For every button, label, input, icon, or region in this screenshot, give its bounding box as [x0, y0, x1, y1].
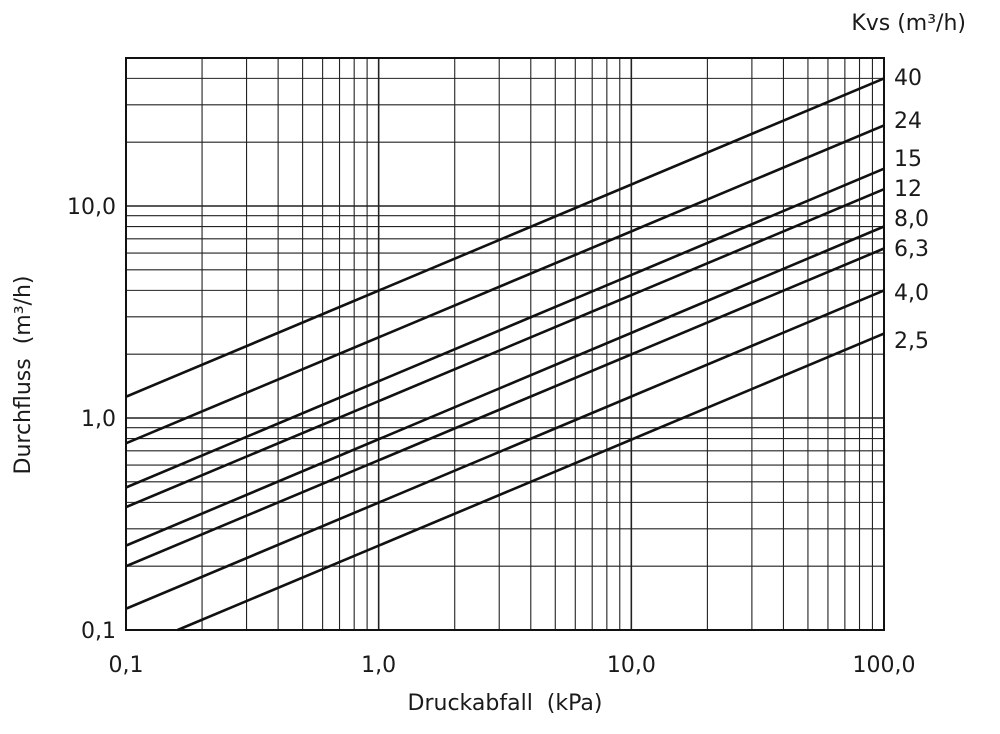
kvs-label-12: 12: [894, 177, 922, 202]
kvs-line-12: [125, 188, 885, 509]
kvs-line-6-3: [125, 247, 885, 568]
major-grid: [125, 58, 884, 631]
y-axis-label: Durchfluss (m³/h): [11, 276, 36, 475]
x-tick-label: 10,0: [607, 653, 656, 678]
y-tick-label: 0,1: [81, 619, 116, 644]
kvs-line-8-0: [125, 225, 885, 547]
plot-frame: [125, 57, 885, 631]
kvs-line-15: [125, 167, 885, 489]
x-tick-labels: 0,1 1,0 10,0 100,0: [109, 653, 916, 678]
kvs-line-40: [125, 77, 885, 398]
kvs-line-2-5: [177, 332, 885, 632]
kvs-labels: 40 24 15 12 8,0 6,3 4,0 2,5: [894, 66, 929, 354]
y-tick-labels: 0,1 1,0 10,0: [67, 195, 116, 644]
legend-title: Kvs (m³/h): [851, 11, 966, 36]
kvs-label-6-3: 6,3: [894, 237, 929, 262]
kvs-label-40: 40: [894, 66, 922, 91]
x-axis-label: Druckabfall (kPa): [408, 691, 603, 716]
kvs-line-24: [125, 124, 885, 445]
kvs-label-15: 15: [894, 147, 922, 172]
x-tick-label: 0,1: [109, 653, 144, 678]
kvs-label-24: 24: [894, 109, 922, 134]
x-tick-label: 1,0: [361, 653, 396, 678]
y-tick-label: 1,0: [81, 407, 116, 432]
kvs-label-8-0: 8,0: [894, 207, 929, 232]
kvs-label-4-0: 4,0: [894, 281, 929, 306]
kvs-label-2-5: 2,5: [894, 329, 929, 354]
kvs-lines: [125, 77, 885, 632]
y-tick-label: 10,0: [67, 195, 116, 220]
minor-grid: [126, 57, 884, 630]
kvs-line-4-0: [125, 289, 885, 610]
x-tick-label: 100,0: [853, 653, 916, 678]
